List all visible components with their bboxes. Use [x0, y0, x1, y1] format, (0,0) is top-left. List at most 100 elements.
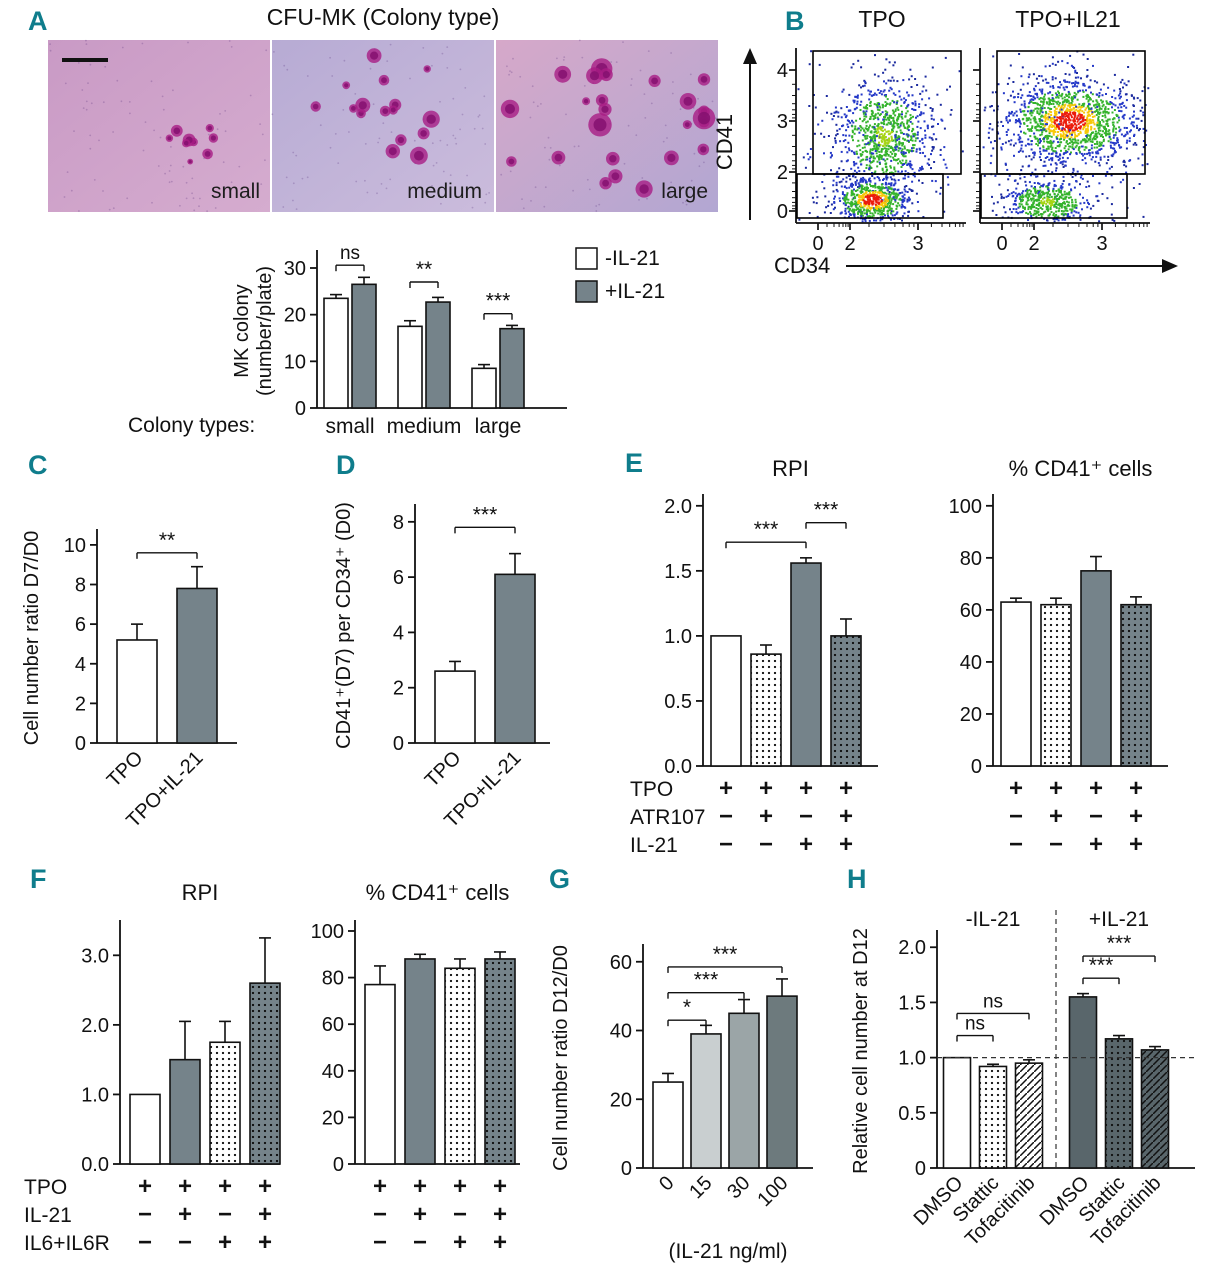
- colony-core: [390, 107, 396, 113]
- flow-x-tick-label: 0: [996, 233, 1007, 255]
- point: [880, 188, 883, 191]
- point: [1063, 119, 1066, 122]
- point: [1044, 136, 1047, 139]
- point: [1088, 122, 1090, 125]
- point: [1013, 203, 1016, 205]
- speckle: [334, 133, 337, 135]
- point: [1121, 115, 1124, 118]
- point: [844, 139, 847, 142]
- point: [903, 138, 906, 141]
- point: [1073, 115, 1076, 118]
- point: [871, 215, 874, 218]
- point: [864, 131, 867, 134]
- speckle: [378, 137, 381, 140]
- point: [878, 114, 881, 117]
- point: [1060, 137, 1063, 140]
- point: [885, 175, 888, 178]
- point: [1108, 167, 1111, 170]
- point: [1082, 105, 1085, 108]
- point: [1024, 144, 1027, 147]
- speckle: [230, 181, 233, 184]
- point: [1022, 206, 1025, 209]
- colony-types-label: Colony types:: [128, 414, 256, 437]
- flow-title-tpo-il21: TPO+IL21: [1015, 6, 1121, 32]
- point: [876, 160, 879, 163]
- point: [1019, 108, 1022, 111]
- point: [1047, 192, 1049, 194]
- point: [1056, 119, 1059, 122]
- point: [861, 220, 864, 223]
- y-axis-label: Cell number ratio D7/D0: [21, 531, 43, 746]
- point: [1078, 110, 1081, 113]
- point: [1072, 138, 1074, 141]
- point: [905, 185, 908, 187]
- point: [1110, 174, 1113, 177]
- point: [891, 76, 894, 79]
- point: [1081, 177, 1084, 180]
- point: [1080, 114, 1083, 117]
- point: [1064, 151, 1067, 154]
- point: [1009, 143, 1012, 146]
- point: [1071, 99, 1073, 102]
- point: [890, 207, 893, 210]
- point: [881, 169, 884, 171]
- point: [865, 189, 868, 192]
- y-tick-label: 40: [960, 652, 982, 674]
- point: [1090, 133, 1092, 136]
- point: [1040, 201, 1043, 203]
- point: [853, 164, 856, 167]
- point: [1034, 189, 1037, 191]
- point: [1113, 125, 1116, 128]
- point: [1123, 126, 1126, 129]
- point: [869, 208, 872, 211]
- point: [1123, 164, 1126, 167]
- point: [860, 215, 863, 218]
- point: [860, 154, 863, 157]
- point: [1029, 211, 1031, 214]
- point: [876, 176, 879, 178]
- point: [1095, 151, 1098, 154]
- point: [1070, 64, 1073, 67]
- point: [1053, 197, 1056, 200]
- point: [834, 137, 836, 140]
- point: [1086, 124, 1089, 127]
- point: [868, 93, 871, 96]
- point: [859, 103, 862, 106]
- point: [1057, 100, 1060, 103]
- point: [881, 140, 884, 143]
- point: [913, 171, 916, 174]
- point: [1052, 217, 1055, 220]
- point: [1087, 201, 1089, 204]
- point: [1074, 120, 1076, 123]
- point: [1070, 126, 1073, 129]
- point: [864, 179, 867, 182]
- point: [1105, 129, 1108, 132]
- point: [889, 114, 892, 117]
- point: [1031, 126, 1034, 129]
- point: [1096, 199, 1099, 202]
- point: [1096, 108, 1098, 111]
- point: [1049, 85, 1052, 88]
- point: [881, 137, 884, 140]
- point: [1068, 130, 1071, 133]
- point: [866, 207, 869, 210]
- bar: [652, 1081, 684, 1169]
- point: [912, 115, 914, 118]
- point: [1136, 127, 1139, 129]
- point: [921, 98, 924, 101]
- point: [1072, 82, 1075, 84]
- point: [840, 180, 843, 183]
- point: [911, 180, 914, 183]
- point: [901, 121, 904, 124]
- sig-label: ***: [486, 290, 511, 313]
- point: [943, 146, 946, 149]
- point: [807, 158, 810, 161]
- point: [1063, 193, 1066, 196]
- point: [1064, 197, 1067, 200]
- speckle: [64, 82, 67, 85]
- point: [1093, 123, 1096, 126]
- point: [889, 147, 892, 149]
- point: [1058, 102, 1061, 105]
- point: [1036, 103, 1039, 106]
